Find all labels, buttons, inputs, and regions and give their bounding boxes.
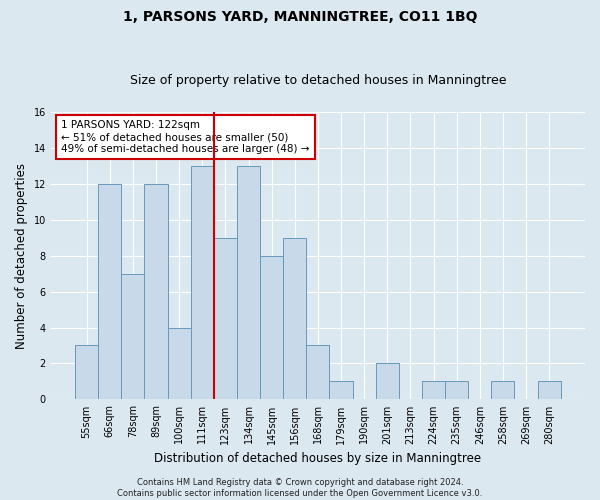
Bar (237, 166, 260, 400)
Bar (121, 274, 145, 400)
Text: 1, PARSONS YARD, MANNINGTREE, CO11 1BQ: 1, PARSONS YARD, MANNINGTREE, CO11 1BQ (123, 10, 477, 24)
Bar (445, 382, 468, 400)
Bar (491, 382, 514, 400)
Y-axis label: Number of detached properties: Number of detached properties (15, 162, 28, 348)
Bar (538, 382, 561, 400)
Bar (75, 346, 98, 400)
Bar (98, 184, 121, 400)
Bar (329, 382, 353, 400)
Bar (167, 328, 191, 400)
Bar (260, 256, 283, 400)
Text: 1 PARSONS YARD: 122sqm
← 51% of detached houses are smaller (50)
49% of semi-det: 1 PARSONS YARD: 122sqm ← 51% of detached… (61, 120, 310, 154)
Bar (145, 184, 167, 400)
Bar (422, 382, 445, 400)
Text: Contains HM Land Registry data © Crown copyright and database right 2024.
Contai: Contains HM Land Registry data © Crown c… (118, 478, 482, 498)
Title: Size of property relative to detached houses in Manningtree: Size of property relative to detached ho… (130, 74, 506, 87)
Bar (214, 238, 237, 400)
Bar (283, 238, 307, 400)
Bar (307, 346, 329, 400)
X-axis label: Distribution of detached houses by size in Manningtree: Distribution of detached houses by size … (154, 452, 481, 465)
Bar (376, 364, 399, 400)
Bar (191, 166, 214, 400)
